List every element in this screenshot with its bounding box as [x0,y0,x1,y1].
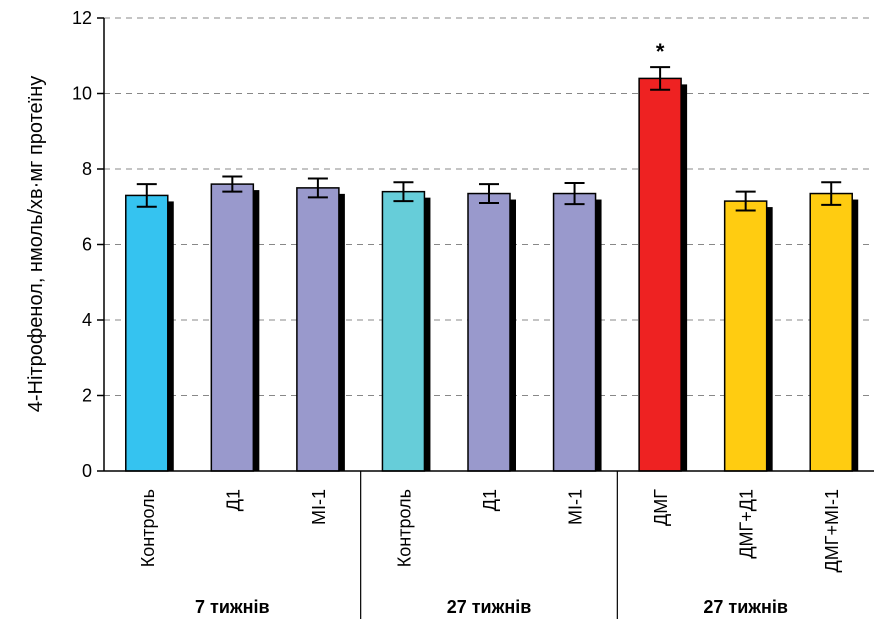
category-label: Контроль [394,489,414,567]
y-tick-label: 8 [82,159,92,179]
category-label: ДМГ+Д1 [737,489,757,559]
category-label: Д1 [480,489,500,511]
category-label: ДМГ [651,489,671,526]
group-label: 7 тижнів [195,597,270,617]
bar [552,192,597,472]
bar [210,183,255,472]
bar [638,77,682,472]
y-axis-label: 4-Нітрофенол, нмоль/хв·мг протеїну [25,76,47,412]
category-label: Контроль [138,489,158,567]
group-label: 27 тижнів [447,597,532,617]
bar [381,190,426,472]
y-tick-label: 10 [72,84,92,104]
y-tick-label: 4 [82,310,92,330]
y-tick-label: 0 [82,461,92,481]
bar [125,194,169,472]
bar [296,187,340,472]
bar [809,192,853,472]
axes [97,17,874,619]
category-label: Д1 [223,489,243,511]
y-tick-label: 2 [82,386,92,406]
bars [125,66,859,472]
category-label: МІ-1 [309,489,329,525]
category-label: МІ-1 [566,489,586,525]
bar [467,192,511,472]
significance-marker: * [656,39,665,64]
category-label: ДМГ+МІ-1 [822,489,842,572]
y-tick-label: 12 [72,8,92,28]
labels: 0 2 4 6 8 10 12 Контроль Д1 МІ-1 Контроль Д1 МІ-1 ДМГ… [72,8,842,617]
group-label: 27 тижнів [703,597,788,617]
y-tick-label: 6 [82,235,92,255]
bar [723,200,768,472]
